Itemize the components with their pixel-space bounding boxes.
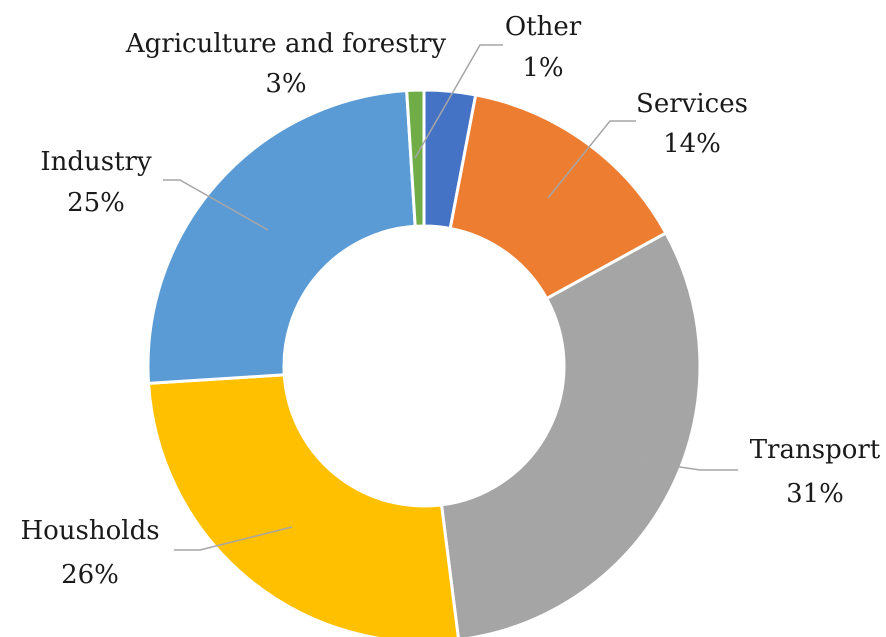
leader-line-services: [547, 120, 636, 199]
data-label-agriculture-and-forestry: Agriculture and forestry 3%: [125, 29, 447, 99]
data-label-other: Other 1%: [505, 12, 582, 83]
leader-line-housholds: [174, 526, 293, 551]
leader-line-other: [414, 44, 503, 159]
leader-line-transport: [639, 460, 738, 471]
slice-services: [448, 93, 668, 301]
category-label-services: Services: [636, 89, 748, 119]
category-label-industry: Industry: [40, 147, 152, 177]
value-label-housholds: 26%: [61, 560, 119, 590]
category-label-agriculture-and-forestry: Agriculture and forestry: [125, 29, 447, 59]
slice-industry: [146, 88, 417, 385]
value-label-other: 1%: [522, 53, 563, 83]
value-label-agriculture-and-forestry: 3%: [265, 69, 306, 99]
slice-transport: [439, 230, 702, 637]
value-label-industry: 25%: [67, 188, 125, 218]
category-label-other: Other: [505, 12, 582, 42]
chart-data-labels: Agriculture and forestry 3% Other 1% Ser…: [20, 12, 880, 590]
chart-leader-lines: [163, 44, 738, 551]
data-label-housholds: Housholds 26%: [20, 516, 159, 590]
slice-housholds: [146, 373, 460, 637]
category-label-housholds: Housholds: [20, 516, 159, 546]
leader-line-industry: [163, 179, 269, 231]
value-label-services: 14%: [663, 129, 721, 159]
value-label-transport: 31%: [786, 479, 844, 509]
chart-slices: [146, 88, 702, 637]
data-label-industry: Industry 25%: [40, 147, 152, 218]
category-label-transport: Transport: [750, 435, 881, 465]
data-label-transport: Transport 31%: [750, 435, 881, 509]
data-label-services: Services 14%: [636, 89, 748, 159]
